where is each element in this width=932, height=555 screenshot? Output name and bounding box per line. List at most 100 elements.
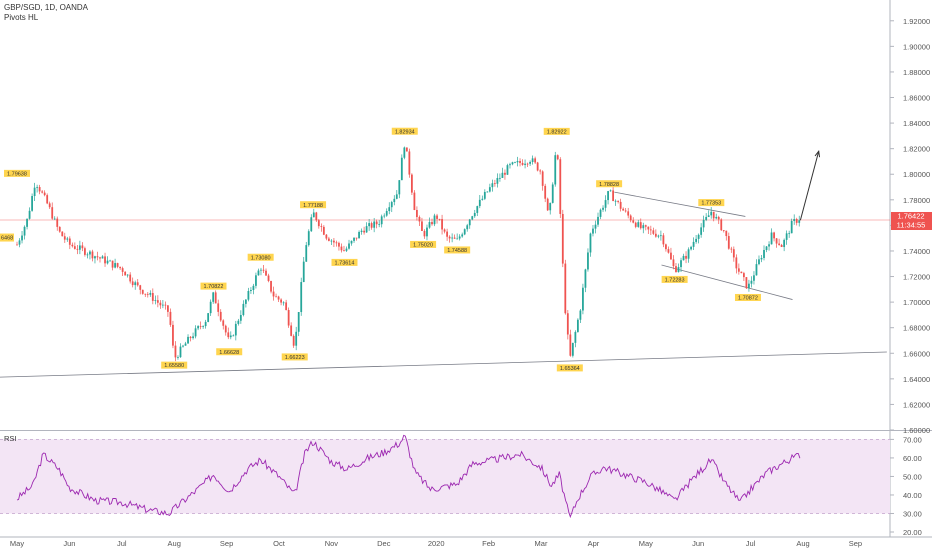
candle-body	[403, 147, 406, 158]
pivot-label: 1.66223	[281, 353, 308, 361]
price-tick-label: 1.88000	[903, 68, 930, 77]
candle-body	[312, 212, 315, 218]
pivot-label-text: 1.82922	[547, 129, 567, 135]
candle-body	[99, 257, 101, 259]
candle-body	[363, 230, 365, 233]
candle-body	[94, 256, 96, 259]
candle-body	[798, 220, 801, 223]
candle-body	[544, 185, 547, 199]
candle-body	[350, 240, 353, 244]
candle-body	[594, 224, 597, 229]
candle-body	[501, 172, 504, 178]
rsi-line	[16, 434, 801, 519]
candle-body	[788, 233, 791, 235]
candle-body	[478, 199, 481, 207]
candle-body	[96, 256, 99, 258]
candle-body	[405, 147, 408, 152]
candle-body	[224, 325, 227, 333]
trendline	[0, 351, 887, 378]
last-price-badge	[891, 211, 932, 221]
pivot-label-box	[247, 253, 274, 261]
candle-body	[642, 225, 645, 229]
candle-body	[587, 252, 589, 270]
pivot-label-box	[698, 199, 725, 207]
candle-body	[428, 222, 431, 228]
time-tick-label: Jun	[63, 539, 75, 548]
pivot-label: 1.65364	[556, 364, 583, 372]
price-tick-label: 1.60000	[903, 426, 930, 435]
candle-body	[506, 165, 509, 175]
candle-body	[629, 215, 632, 221]
candle-body	[763, 249, 765, 258]
symbol-title[interactable]: GBP/SGD, 1D, OANDA	[4, 3, 89, 12]
candle-body	[443, 229, 446, 232]
time-tick-label: 2020	[428, 539, 445, 548]
candle-body	[493, 183, 496, 185]
candle-body	[644, 225, 647, 227]
candle-body	[481, 198, 484, 200]
candle-body	[184, 343, 187, 346]
candle-body	[421, 221, 423, 231]
candle-body	[383, 215, 386, 217]
candle-body	[685, 255, 687, 259]
candle-body	[63, 236, 66, 240]
candle-body	[61, 231, 64, 237]
time-tick-label: Aug	[168, 539, 181, 548]
candle-body	[167, 305, 169, 312]
candle-body	[53, 218, 56, 220]
candle-body	[790, 220, 793, 234]
candle-body	[187, 336, 189, 344]
candle-body	[28, 210, 31, 219]
candle-body	[745, 277, 748, 289]
indicator-title[interactable]: Pivots HL	[4, 13, 39, 22]
candle-body	[73, 246, 76, 249]
candle-body	[390, 202, 393, 208]
candle-body	[368, 223, 371, 227]
price-tick-label: 1.86000	[903, 94, 930, 103]
pivot-label-box	[444, 246, 471, 254]
rsi-label: RSI	[4, 434, 17, 443]
pivot-label: 1.66628	[216, 348, 243, 356]
candle-body	[202, 326, 205, 327]
candle-body	[315, 212, 318, 221]
candle-body	[740, 271, 743, 274]
candle-body	[154, 300, 157, 301]
candle-body	[408, 151, 411, 175]
candle-body	[192, 336, 194, 339]
candle-body	[514, 162, 516, 164]
candle-body	[219, 311, 222, 321]
candle-body	[670, 252, 672, 260]
candle-body	[36, 187, 39, 188]
candle-body	[330, 240, 333, 242]
candle-body	[627, 211, 630, 216]
candle-body	[677, 267, 680, 273]
candle-body	[456, 238, 459, 240]
candle-body	[111, 260, 114, 268]
pivot-label-text: 1.73080	[251, 255, 271, 261]
candle-body	[516, 161, 519, 163]
candle-body	[617, 200, 620, 202]
candle-body	[584, 269, 587, 288]
candle-body	[285, 302, 288, 310]
candle-body	[151, 293, 154, 301]
price-tick-label: 1.80000	[903, 170, 930, 179]
candle-body	[21, 235, 23, 241]
rsi-tick-label: 60.00	[903, 454, 922, 463]
candle-body	[712, 211, 715, 219]
candle-body	[370, 223, 373, 228]
candle-body	[214, 292, 217, 304]
candle-body	[33, 187, 36, 197]
candle-body	[549, 202, 552, 211]
candle-body	[637, 222, 640, 227]
pivot-label-box	[200, 282, 227, 290]
candle-body	[89, 251, 91, 255]
candle-body	[755, 264, 758, 276]
price-tick-label: 1.82000	[903, 145, 930, 154]
candle-body	[46, 195, 49, 204]
pivot-label-text: 1.79638	[7, 171, 27, 177]
candle-body	[556, 155, 559, 160]
pivot-label-text: 1.66223	[285, 355, 305, 361]
candle-body	[423, 230, 426, 237]
candle-body	[672, 259, 675, 267]
